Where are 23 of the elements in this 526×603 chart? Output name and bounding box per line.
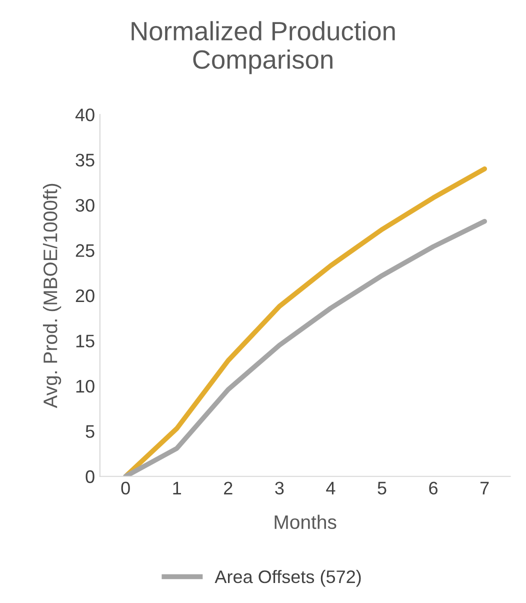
- legend-label: Area Offsets (572): [214, 570, 361, 587]
- x-tick-label: 3: [275, 482, 284, 494]
- x-tick-label: 2: [224, 482, 232, 494]
- y-axis-title: Avg. Prod. (MBOE/1000ft): [42, 184, 62, 408]
- line-series: [123, 166, 488, 476]
- y-tick-label: 10: [76, 380, 94, 393]
- x-tick-label: 1: [173, 482, 182, 494]
- chart-title: Normalized Production Comparison: [132, 21, 395, 74]
- line-series: [123, 218, 488, 476]
- x-tick-label: 7: [480, 482, 489, 494]
- y-tick-label: 15: [76, 334, 94, 348]
- y-tick-label: 35: [76, 154, 94, 167]
- y-tick-label: 0: [86, 470, 94, 484]
- x-tick-label: 6: [429, 482, 438, 494]
- y-tick-label: 40: [75, 108, 94, 122]
- x-tick-label: 4: [326, 482, 336, 494]
- y-tick-label: 25: [76, 244, 94, 257]
- y-tick-label: 20: [76, 289, 94, 302]
- x-axis-title: Months: [274, 514, 336, 530]
- x-tick-label: 5: [378, 482, 386, 494]
- y-tick-label: 30: [76, 198, 94, 212]
- y-tick-label: 5: [86, 425, 94, 438]
- x-tick-label: 0: [121, 482, 130, 494]
